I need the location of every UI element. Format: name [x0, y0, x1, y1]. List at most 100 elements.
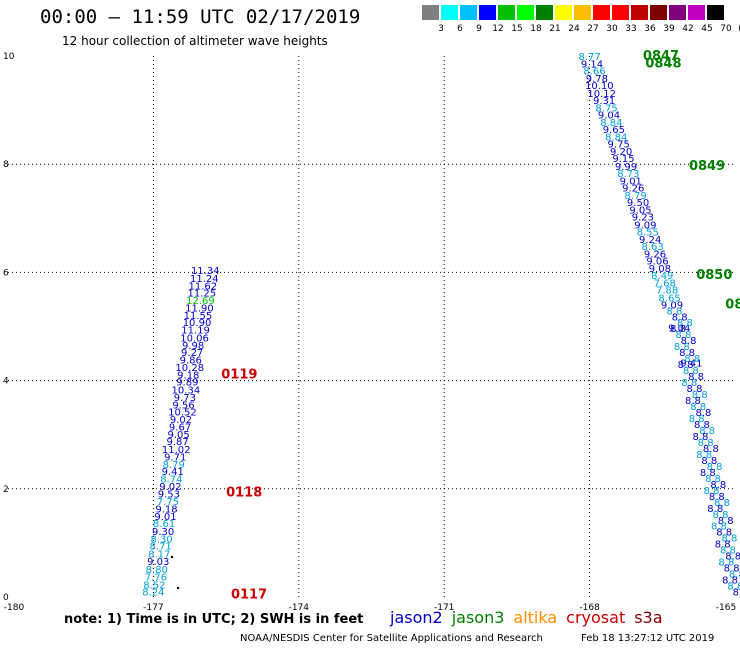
overlapping-label: 8.8 [681, 336, 697, 347]
color-swatch [650, 5, 667, 20]
wave-height-label: 9.89 [176, 378, 198, 389]
legend-item: cryosat [566, 608, 626, 627]
y-tick-label: 10 [3, 52, 15, 62]
wave-height-label: 10.06 [180, 333, 209, 344]
color-swatch [555, 5, 572, 20]
color-swatch [574, 5, 591, 20]
overlapping-label: 8.8 [721, 534, 737, 545]
overlapping-label: 8.8 [715, 540, 731, 551]
wave-height-label: 9.31 [593, 96, 615, 107]
wave-height-label: 9.26 [622, 183, 644, 194]
wave-height-label: 8.73 [617, 169, 639, 180]
color-scale-label: 42 [682, 24, 694, 34]
wave-height-label: 8.80 [146, 565, 168, 576]
color-scale-label: 15 [511, 24, 523, 34]
color-scale-label: 27 [587, 24, 599, 34]
overlapping-label: 8.8 [725, 552, 740, 563]
overlapping-label: 8.8 [696, 408, 712, 419]
wave-height-label: 9.86 [180, 356, 202, 367]
time-label: 0850 [725, 297, 740, 312]
wave-height-label: 8.49 [651, 271, 673, 282]
wave-height-label: 10.12 [587, 89, 616, 100]
overlapping-label: 8.8 [720, 546, 736, 557]
wave-height-label: 11.24 [190, 274, 219, 285]
overlapping-label: 8.8 [699, 426, 715, 437]
wave-height-label: 9.14 [581, 60, 603, 71]
wave-height-label: 11.55 [184, 311, 213, 322]
overlapping-label: 8.8 [666, 306, 682, 317]
color-swatch [707, 5, 724, 20]
wave-height-label: 11.25 [188, 288, 217, 299]
overlapping-label: 8.8 [718, 558, 734, 569]
overlapping-label: 8.8 [700, 468, 716, 479]
wave-height-label: 9.04 [668, 324, 690, 335]
x-tick-label: -168 [579, 603, 600, 613]
wave-height-label: 8.71 [150, 542, 172, 553]
wave-height-label: 8.79 [625, 191, 647, 202]
color-swatch [669, 5, 686, 20]
wave-height-label: 11.62 [189, 281, 218, 292]
wave-height-label: 9.67 [169, 423, 191, 434]
wave-height-label: 9.99 [615, 162, 637, 173]
wave-height-label: 9.50 [627, 198, 649, 209]
overlapping-label: 8.8 [733, 588, 740, 599]
y-tick-label: 6 [3, 268, 9, 278]
overlapping-label: 8.8 [718, 516, 734, 527]
wave-height-label: 8.84 [600, 118, 622, 129]
legend-item: jason3 [451, 608, 505, 627]
wave-height-label: 9.65 [603, 125, 625, 136]
x-tick-label: -171 [434, 603, 454, 613]
wave-height-label: 11.90 [185, 304, 214, 315]
overlapping-label: 8.8 [675, 330, 691, 341]
overlapping-label: 8.8 [678, 360, 694, 371]
timestamp: Feb 18 13:27:12 UTC 2019 [581, 633, 715, 644]
time-label: 0119 [221, 368, 257, 383]
wave-height-label: 9.20 [610, 147, 632, 158]
wave-height-label: 11.34 [191, 266, 220, 277]
wave-height-label: 8.63 [641, 242, 663, 253]
wave-height-label: 7.75 [157, 497, 179, 508]
y-tick-label: 2 [3, 485, 9, 495]
overlapping-label: 8.8 [698, 438, 714, 449]
overlapping-label: 8.8 [694, 420, 710, 431]
overlapping-label: 8.8 [681, 378, 697, 389]
y-tick-label: 4 [3, 377, 9, 387]
wave-height-label: 8.52 [143, 581, 165, 592]
wave-height-label: 11.19 [181, 326, 210, 337]
color-swatch [517, 5, 534, 20]
overlapping-label: 8.8 [714, 498, 730, 509]
x-tick-label: -177 [143, 603, 163, 613]
color-swatch [498, 5, 515, 20]
wave-height-label: 9.08 [649, 264, 671, 275]
wave-height-label: 9.41 [680, 359, 702, 370]
overlapping-label: 8.8 [724, 564, 740, 575]
overlapping-label: 8.8 [696, 450, 712, 461]
overlapping-label: 8.8 [705, 474, 721, 485]
wave-height-label: 7.76 [145, 572, 167, 583]
wave-height-label: 9.09 [634, 220, 656, 231]
wave-height-label: 8.74 [160, 475, 182, 486]
color-scale-label: 30 [606, 24, 618, 34]
overlapping-label: 8.8 [679, 348, 695, 359]
legend-item: altika [513, 608, 558, 627]
wave-height-label: 9.01 [154, 512, 176, 523]
overlapping-label: 8.8 [692, 432, 708, 443]
time-label: 0117 [231, 587, 267, 602]
wave-height-label: 8.79 [163, 460, 185, 471]
wave-height-label: 9.98 [182, 341, 204, 352]
wave-height-label: 9.71 [164, 452, 186, 463]
color-scale-label: 33 [625, 24, 637, 34]
wave-height-label: 10.28 [175, 363, 204, 374]
wave-height-label: 12.69 [186, 296, 215, 307]
overlapping-label: 8.8 [707, 504, 723, 515]
wave-height-label: 10.90 [183, 318, 212, 329]
color-swatch [612, 5, 629, 20]
overlapping-label: 8.8 [704, 486, 720, 497]
legend-item: jason2 [390, 608, 443, 627]
wave-height-label: 9.27 [181, 348, 203, 359]
time-label: 0848 [645, 57, 681, 72]
overlapping-label: 8.8 [713, 510, 729, 521]
time-label: 0849 [689, 159, 725, 174]
wave-height-label: 8.30 [151, 535, 173, 546]
overlapping-label: 8.8 [711, 522, 727, 533]
